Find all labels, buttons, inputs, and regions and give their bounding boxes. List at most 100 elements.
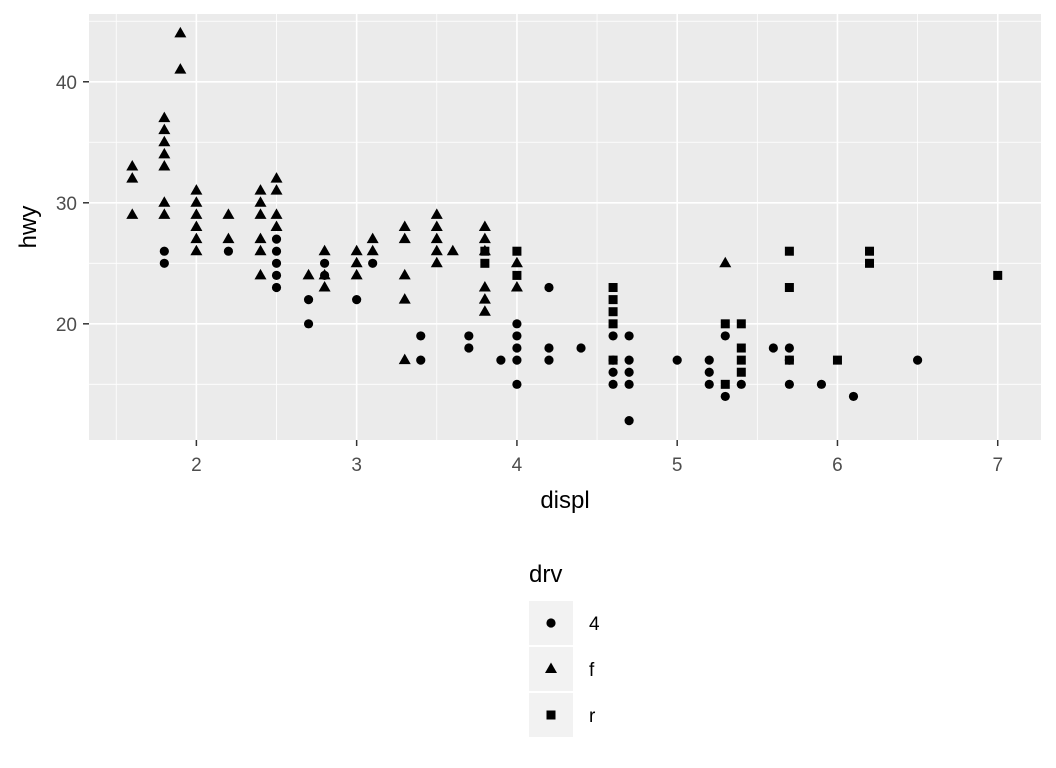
data-point-triangle (270, 184, 283, 195)
data-point-circle (784, 379, 794, 389)
legend-key-circle (546, 618, 556, 628)
data-point-square (832, 355, 842, 365)
data-point-square (736, 355, 746, 365)
data-point-square (993, 270, 1003, 280)
legend-entries: 4 f r (529, 601, 600, 737)
data-point-circle (271, 282, 282, 293)
data-point-triangle (158, 208, 171, 219)
x-tick-label: 2 (191, 455, 202, 476)
x-tick-label: 7 (992, 455, 1003, 476)
data-point-circle (464, 343, 474, 353)
legend-key-square (546, 710, 556, 720)
data-point-circle (159, 258, 169, 268)
data-point-triangle (158, 123, 171, 135)
data-point-triangle (158, 111, 171, 123)
data-point-circle (544, 355, 554, 365)
data-point-square (512, 270, 522, 280)
data-point-square (480, 258, 490, 268)
data-point-circle (416, 355, 426, 365)
data-point-triangle (190, 184, 203, 195)
legend-label: f (589, 660, 595, 681)
data-point-circle (848, 391, 859, 402)
data-point-triangle (158, 196, 171, 207)
data-point-triangle (254, 208, 267, 219)
data-point-triangle (126, 172, 139, 183)
data-point-triangle (158, 135, 171, 147)
data-point-circle (512, 379, 522, 389)
data-point-circle (912, 355, 923, 365)
data-point-triangle (446, 244, 459, 256)
data-point-triangle (398, 232, 411, 244)
data-point-circle (159, 246, 169, 256)
data-point-circle (720, 331, 730, 341)
legend-label: 4 (589, 614, 600, 635)
data-point-triangle (478, 305, 491, 316)
data-point-circle (464, 331, 474, 341)
data-point-circle (512, 331, 522, 341)
data-point-triangle (158, 159, 171, 171)
data-point-circle (768, 343, 778, 353)
data-point-circle (496, 355, 506, 365)
data-point-circle (512, 355, 522, 365)
data-point-circle (704, 355, 714, 365)
data-point-triangle (350, 256, 363, 268)
data-point-triangle (350, 268, 363, 280)
x-tick-label: 3 (351, 455, 362, 476)
data-point-circle (271, 234, 282, 244)
data-point-square (720, 379, 730, 389)
data-point-circle (608, 367, 618, 377)
y-tick-label: 40 (56, 73, 77, 94)
data-point-triangle (366, 244, 379, 256)
data-point-square (608, 295, 618, 305)
data-point-triangle (174, 26, 187, 38)
minor-gridlines (89, 14, 1041, 440)
data-point-triangle (254, 244, 267, 256)
data-point-triangle (222, 232, 235, 244)
data-point-circle (352, 295, 362, 305)
data-point-square (608, 283, 618, 293)
data-point-square (512, 246, 522, 256)
x-tick-label: 6 (832, 455, 843, 476)
y-tick-label: 30 (56, 194, 77, 215)
data-point-circle (271, 270, 282, 281)
data-point-circle (624, 367, 634, 377)
data-point-triangle (510, 256, 523, 268)
data-point-triangle (174, 63, 187, 74)
data-point-triangle (254, 232, 267, 244)
data-point-triangle (478, 281, 491, 292)
data-point-circle (624, 355, 634, 365)
data-point-circle (624, 416, 634, 426)
y-axis-title: hwy (15, 206, 42, 249)
data-point-triangle (398, 268, 411, 280)
data-point-circle (608, 331, 618, 341)
data-point-circle (368, 258, 378, 268)
data-point-circle (608, 379, 618, 389)
data-point-triangle (254, 268, 267, 280)
data-point-triangle (350, 244, 363, 256)
x-axis-title: displ (540, 487, 589, 514)
major-gridlines (89, 14, 1041, 440)
data-point-square (736, 367, 746, 377)
data-point-triangle (126, 208, 139, 219)
data-point-triangle (254, 184, 267, 195)
data-points (126, 26, 1003, 426)
data-point-triangle (190, 232, 203, 244)
data-point-circle (704, 367, 714, 377)
data-point-circle (544, 343, 554, 353)
data-point-square (608, 307, 618, 317)
data-point-circle (512, 319, 522, 329)
data-point-triangle (430, 244, 443, 256)
data-point-square (784, 246, 794, 256)
data-point-square (736, 343, 746, 353)
data-point-circle (784, 343, 794, 353)
data-point-triangle (190, 220, 203, 231)
data-point-triangle (254, 196, 267, 207)
data-point-triangle (430, 208, 443, 219)
data-point-circle (303, 319, 314, 329)
legend-key-triangle (545, 662, 557, 673)
data-point-triangle (478, 220, 491, 231)
data-point-triangle (398, 353, 411, 365)
data-point-triangle (318, 268, 331, 280)
data-point-circle (624, 379, 634, 389)
